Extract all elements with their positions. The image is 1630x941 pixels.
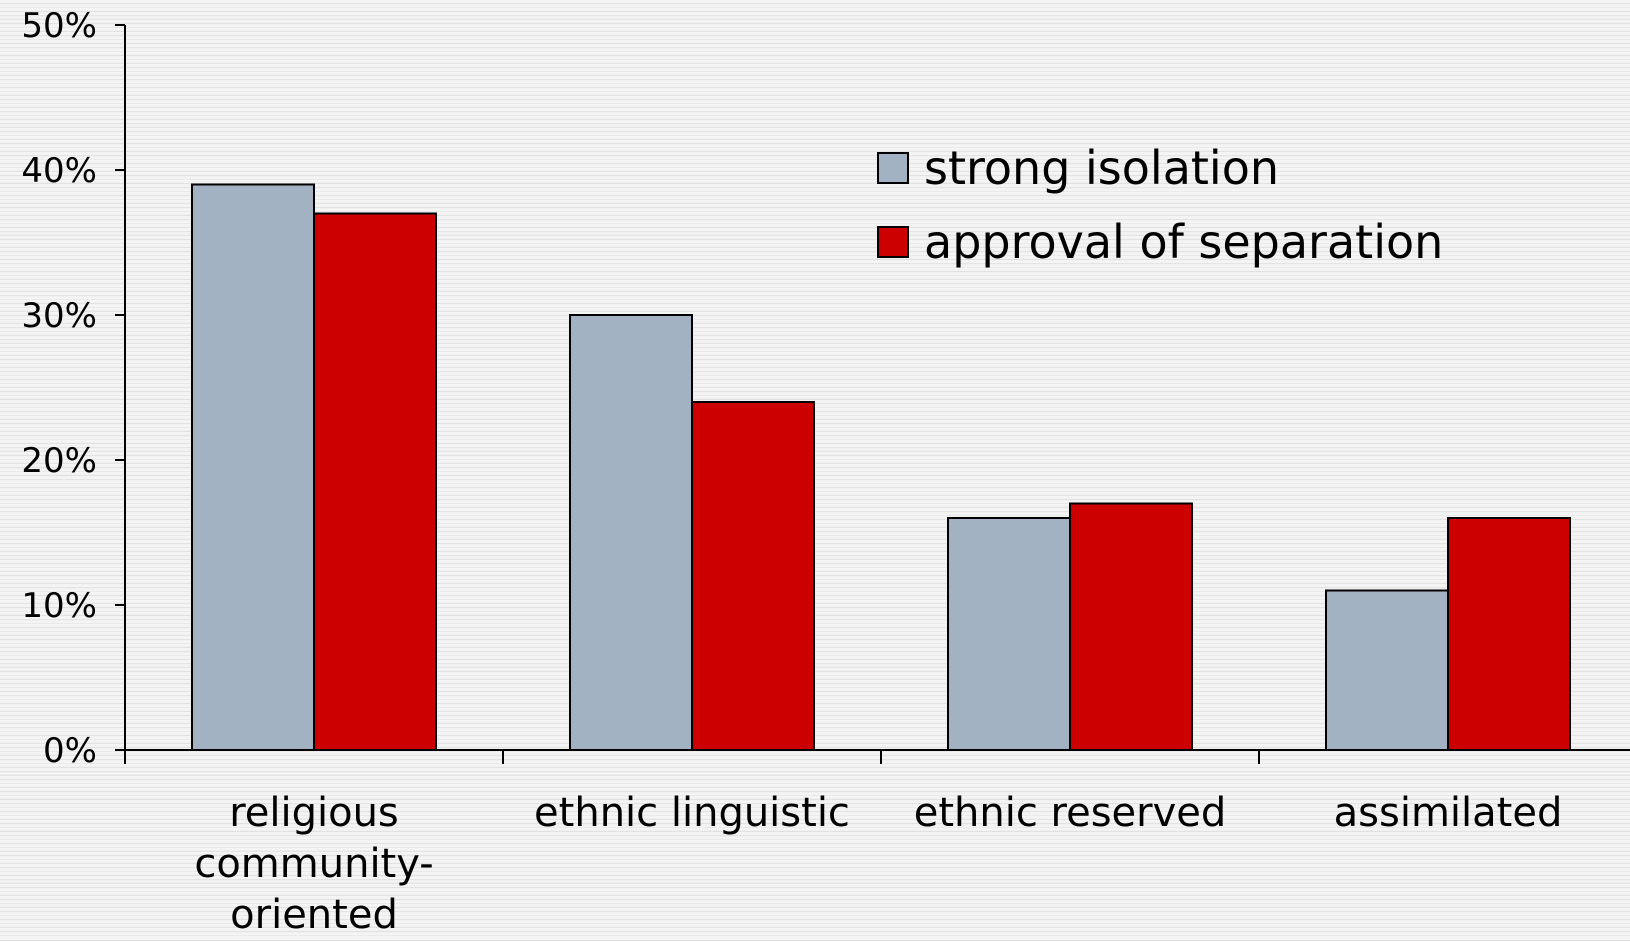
y-tick-label: 0%	[43, 731, 97, 771]
x-category-label: religious	[229, 790, 399, 836]
legend-label: approval of separation	[924, 215, 1443, 269]
x-category-label: ethnic linguistic	[534, 790, 850, 836]
bar-approval-of-separation	[313, 212, 437, 751]
y-tick-label: 20%	[21, 441, 97, 481]
bar-approval-of-separation	[1447, 517, 1571, 751]
y-tick-label: 30%	[21, 296, 97, 336]
legend-swatch	[877, 226, 909, 258]
x-category-label: assimilated	[1334, 790, 1563, 836]
legend-label: strong isolation	[924, 141, 1279, 195]
legend-swatch	[877, 152, 909, 184]
y-tick-label: 50%	[21, 6, 97, 46]
x-category-label: community-	[194, 841, 433, 887]
x-category-label: oriented	[230, 892, 398, 937]
bar-strong-isolation	[1325, 589, 1449, 751]
y-tick-label: 40%	[21, 151, 97, 191]
bar-strong-isolation	[947, 517, 1071, 751]
x-category-label: ethnic reserved	[914, 790, 1227, 836]
bar-strong-isolation	[569, 314, 693, 751]
bar-strong-isolation	[191, 183, 315, 751]
bar-approval-of-separation	[1069, 502, 1193, 751]
y-tick-label: 10%	[21, 586, 97, 626]
bar-approval-of-separation	[691, 401, 815, 751]
